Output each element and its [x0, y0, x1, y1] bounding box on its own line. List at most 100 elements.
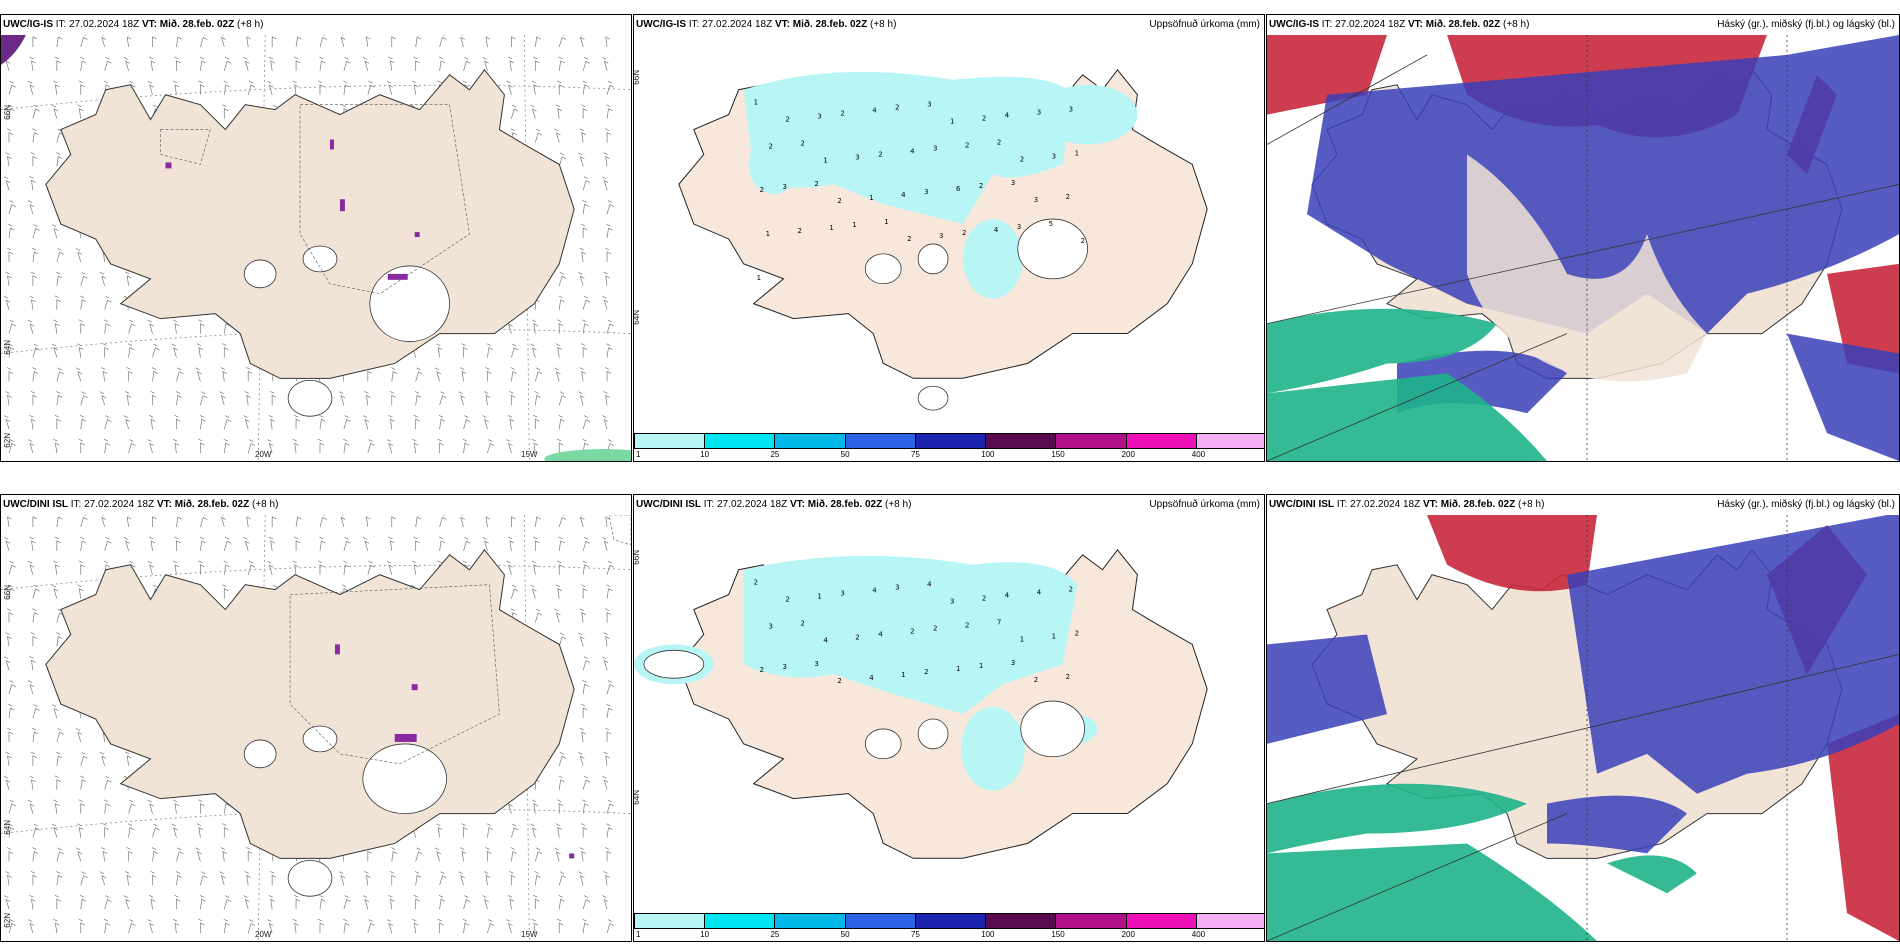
- wind-barb: [463, 895, 471, 910]
- precip-value-label: 2: [979, 182, 983, 190]
- wind-barb: [150, 391, 157, 406]
- wind-barb: [343, 918, 350, 934]
- wind-barb: [247, 919, 256, 934]
- wind-barb: [434, 367, 441, 382]
- wind-barb: [578, 152, 585, 167]
- colorbar-tick-label: 200: [1121, 930, 1135, 939]
- init-time: IT: 27.02.2024 18Z: [688, 19, 773, 30]
- wind-barb: [603, 751, 610, 766]
- colorbar-swatch: [634, 433, 706, 449]
- wind-barb: [439, 871, 447, 886]
- precip-value-label: 1: [901, 671, 905, 679]
- precip-map[interactable]: 2 2 1 3 4 3 4 3 2 4 4 2 3 2 4 2 4 2 2 2 7 1 1 2 2 3 3 2 4 1 2 1 1 3 2 2: [634, 515, 1264, 913]
- precip-value-label: 3: [924, 188, 928, 196]
- wind-barb: [533, 56, 540, 71]
- wind-barb: [293, 536, 301, 551]
- wind-barb: [8, 104, 15, 119]
- precip-value-label: 1: [1020, 635, 1024, 643]
- purple-precip-cells: [334, 644, 575, 859]
- wind-barb: [269, 871, 277, 886]
- wind-map[interactable]: [1, 35, 631, 461]
- wind-barb: [8, 584, 15, 599]
- wind-barb: [604, 247, 612, 262]
- model-name: UWC/DINI ISL: [3, 499, 68, 510]
- wind-barb: [75, 728, 83, 743]
- wind-barb: [147, 919, 154, 934]
- wind-barb: [29, 415, 36, 430]
- lead-time: (+8 h): [870, 19, 897, 30]
- precip-value-label: 4: [823, 636, 828, 644]
- wind-barb: [534, 391, 541, 406]
- precip-value-label: 2: [840, 110, 844, 118]
- valid-time: Mið. 28.feb. 02Z: [792, 19, 868, 30]
- wind-barb: [462, 438, 470, 454]
- valid-label: VT:: [1422, 499, 1438, 510]
- wind-barb: [295, 515, 302, 527]
- wind-barb: [604, 128, 612, 143]
- wind-barb: [32, 584, 40, 599]
- precip-value-label: 3: [950, 598, 954, 606]
- wind-barb: [483, 871, 491, 886]
- wind-barb: [247, 439, 256, 454]
- wind-barb: [198, 560, 205, 575]
- wind-barb: [582, 80, 589, 95]
- wind-barb: [391, 35, 396, 47]
- precip-value-label: 3: [927, 101, 931, 109]
- precip-value-label: 1: [757, 274, 761, 282]
- wind-barb: [510, 367, 517, 382]
- cloud-map[interactable]: [1267, 35, 1899, 461]
- wind-barb: [126, 847, 133, 862]
- wind-barb: [389, 391, 396, 406]
- wind-barb: [438, 536, 446, 551]
- wind-barb: [220, 515, 226, 528]
- wind-barb: [606, 200, 615, 215]
- wind-barb: [148, 895, 156, 910]
- init-time: IT: 27.02.2024 18Z: [703, 499, 788, 510]
- wind-barb: [388, 895, 395, 910]
- cloud-map-panel-top: UWC/IG-IS IT: 27.02.2024 18Z VT: Mið. 28…: [1266, 14, 1900, 462]
- precip-value-label: 3: [1052, 152, 1056, 160]
- wind-barb: [507, 56, 515, 71]
- precip-value-label: 2: [855, 633, 859, 641]
- wind-barb: [530, 104, 537, 119]
- wind-barb: [152, 823, 160, 838]
- wind-barb: [366, 35, 371, 47]
- precip-value-label: 3: [817, 113, 821, 121]
- wind-barb: [56, 847, 64, 862]
- wind-barb: [579, 247, 586, 262]
- wind-barb: [579, 128, 586, 143]
- wind-barb: [602, 56, 609, 71]
- precip-value-label: 2: [924, 668, 928, 676]
- precip-value-label: 2: [1075, 629, 1079, 637]
- wind-barb: [582, 775, 591, 790]
- precip-value-label: 4: [872, 107, 877, 115]
- wind-map[interactable]: [1, 515, 631, 941]
- wind-barb: [79, 536, 87, 551]
- wind-barb: [533, 894, 540, 910]
- precip-map[interactable]: 1 2 3 2 4 2 3 1 2 4 3 3 2 2 1 3 2 4 3 2 2 2 3 1 2 3 2 2 1 4 3 6 2 3 3 2 1 2 1 1…: [634, 35, 1264, 433]
- wind-barb: [415, 515, 422, 527]
- colorbar-tick-label: 25: [770, 930, 780, 939]
- lat-label-64: 64N: [3, 340, 12, 355]
- wind-barb: [54, 295, 61, 310]
- precip-title: Uppsöfnuð úrkoma (mm): [1149, 19, 1260, 30]
- wind-barb: [558, 632, 567, 647]
- wind-barb: [56, 152, 63, 167]
- cloud-title: Háský (gr.), miðský (fj.bl.) og lágský (…: [1717, 19, 1895, 30]
- cloud-map[interactable]: [1267, 515, 1899, 941]
- wind-barb: [555, 823, 562, 838]
- wind-barb: [582, 895, 591, 910]
- wind-barb: [29, 775, 36, 790]
- wind-barb: [317, 438, 325, 454]
- wind-barb: [176, 847, 184, 862]
- wind-barb: [220, 367, 228, 382]
- wind-barb: [534, 128, 543, 143]
- colorbar-tick-label: 10: [700, 930, 710, 939]
- wind-barb: [581, 703, 588, 719]
- wind-barb: [6, 847, 14, 862]
- wind-barb: [606, 823, 613, 838]
- colorbar-tick-label: 150: [1051, 930, 1065, 939]
- precip-value-label: 7: [997, 618, 1001, 626]
- wind-barb: [172, 560, 180, 575]
- wind-barb: [364, 871, 371, 886]
